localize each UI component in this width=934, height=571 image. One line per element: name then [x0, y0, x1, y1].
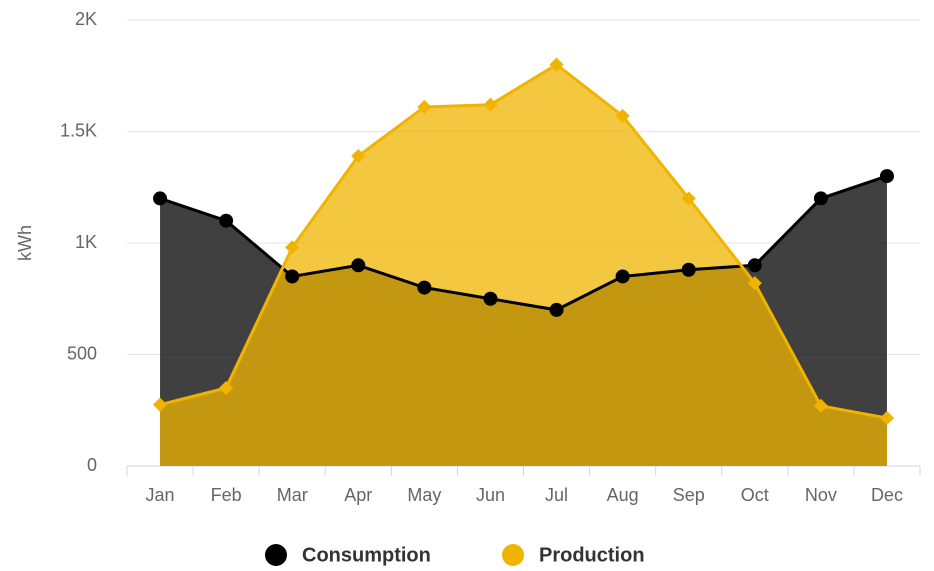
x-tick-label: Jul [545, 485, 568, 505]
x-tick-label: Nov [805, 485, 837, 505]
x-tick-label: Feb [211, 485, 242, 505]
marker [219, 213, 234, 228]
y-tick-label: 2K [75, 9, 97, 29]
marker [615, 108, 630, 123]
marker [549, 302, 564, 317]
legend-label: Production [539, 544, 645, 566]
x-tick-label: Jun [476, 485, 505, 505]
marker [285, 240, 300, 255]
x-tick-label: Jan [146, 485, 175, 505]
y-tick-label: 1.5K [60, 120, 97, 140]
marker [549, 57, 564, 72]
marker [351, 148, 366, 164]
line [159, 174, 888, 312]
legend-label: Consumption [302, 544, 431, 566]
marker [879, 169, 894, 184]
marker [747, 276, 762, 291]
marker [615, 269, 630, 284]
marker [681, 262, 696, 277]
marker [483, 291, 498, 306]
x-tick-label: Apr [344, 485, 372, 505]
marker [483, 97, 498, 112]
marker [813, 398, 828, 413]
y-tick-label: 0 [87, 455, 97, 475]
x-tick-label: Mar [277, 485, 308, 505]
x-tick-label: Dec [871, 485, 903, 505]
marker [417, 280, 432, 295]
marker [681, 191, 696, 206]
x-tick-label: Oct [741, 485, 769, 505]
y-axis-label: kWh [15, 225, 35, 261]
marker [747, 258, 762, 273]
line [159, 62, 888, 420]
marker [285, 269, 300, 284]
legend-symbol [265, 544, 287, 566]
area-fill [160, 64, 887, 466]
marker [879, 410, 895, 426]
marker [417, 99, 432, 115]
x-tick-label: Sep [673, 485, 705, 505]
marker [813, 191, 828, 206]
x-tick-label: Aug [607, 485, 639, 505]
marker [153, 191, 168, 206]
legend-symbol [502, 544, 524, 566]
x-tick-label: May [407, 485, 441, 505]
y-tick-label: 500 [67, 343, 97, 363]
marker [219, 380, 234, 396]
y-tick-label: 1K [75, 232, 97, 252]
marker [152, 397, 168, 412]
marker [351, 258, 366, 273]
